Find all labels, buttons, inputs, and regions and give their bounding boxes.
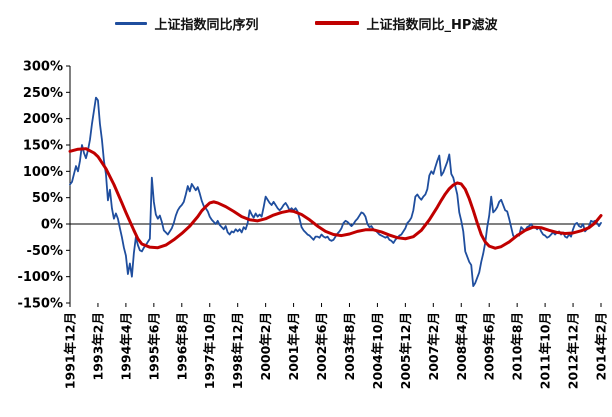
y-axis-tick-label: -150% — [17, 297, 63, 312]
x-axis-tick-label: 2009年6月 — [482, 312, 497, 381]
y-axis-tick-label: 100% — [23, 165, 63, 180]
legend-item-hp-filter: 上证指数同比_HP滤波 — [314, 14, 498, 33]
legend-label-hp-filter: 上证指数同比_HP滤波 — [366, 17, 498, 33]
y-axis-tick-label: 150% — [23, 139, 63, 154]
x-axis-tick-label: 2014年2月 — [594, 312, 609, 381]
x-axis-tick-label: 2002年6月 — [314, 312, 329, 381]
x-axis-tick-label: 2003年8月 — [342, 312, 357, 381]
y-axis-tick-label: 0% — [41, 218, 63, 233]
chart-svg: 300%250%200%150%100%50%0%-50%-100%-150%1… — [17, 60, 609, 390]
x-axis-tick-label: 1995年6月 — [146, 312, 161, 381]
series-line-yoy — [69, 96, 602, 288]
x-axis-tick-label: 2000年2月 — [258, 312, 273, 381]
legend-item-yoy-series: 上证指数同比序列 — [114, 14, 259, 33]
x-axis-tick-label: 2010年8月 — [510, 312, 525, 381]
chart-legend: 上证指数同比序列 上证指数同比_HP滤波 — [0, 0, 612, 36]
red-line-swatch — [314, 21, 359, 25]
legend-label-yoy-series: 上证指数同比序列 — [154, 17, 259, 33]
x-axis-tick-label: 1996年8月 — [174, 312, 189, 381]
x-axis-tick-label: 1994年4月 — [118, 312, 133, 381]
x-axis-tick-label: 2012年12月 — [566, 312, 581, 389]
x-axis-tick-label: 2004年10月 — [370, 312, 385, 389]
y-axis-tick-label: 300% — [23, 60, 63, 75]
x-axis-tick-label: 2001年4月 — [286, 312, 301, 381]
x-axis-tick-label: 2007年2月 — [426, 312, 441, 381]
x-axis-tick-label: 1993年2月 — [90, 312, 105, 381]
y-axis-tick-label: 250% — [23, 86, 63, 101]
x-axis-tick-label: 1997年10月 — [202, 312, 217, 389]
x-axis-tick-label: 2008年4月 — [454, 312, 469, 381]
x-axis-tick-label: 2011年10月 — [538, 312, 553, 389]
blue-line-swatch — [114, 21, 147, 25]
y-axis-tick-label: -50% — [26, 244, 63, 259]
x-axis-tick-label: 2005年12月 — [398, 312, 413, 389]
x-axis-tick-label: 1991年12月 — [63, 312, 78, 389]
y-axis-tick-label: 50% — [32, 191, 63, 206]
y-axis-tick-label: -100% — [17, 270, 63, 285]
x-axis-tick-label: 1998年12月 — [230, 312, 245, 389]
y-axis-tick-label: 200% — [23, 112, 63, 127]
series-line-hp-filter — [68, 147, 603, 250]
